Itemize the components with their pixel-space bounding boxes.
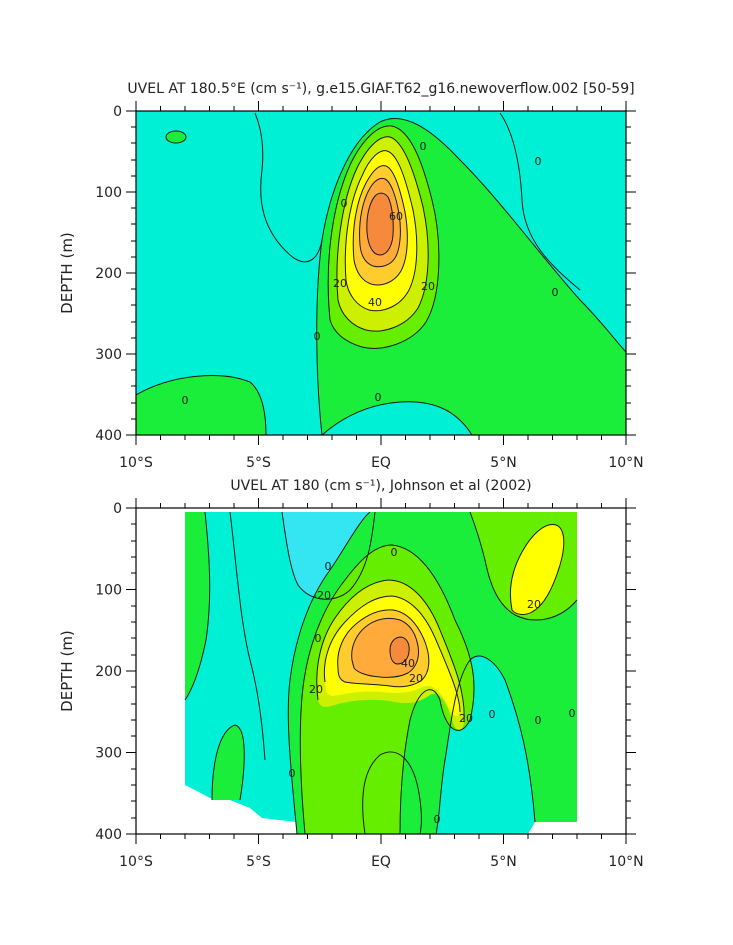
x-tick-label: 10°S	[119, 455, 153, 471]
contour-label: 0	[391, 546, 398, 559]
bottom-contour-labels: -20 0 0 0 0 0 0 0 0 20 20 20 20 40	[289, 546, 576, 826]
contour-label: 20	[409, 672, 423, 685]
contour-label: 40	[368, 296, 382, 309]
top-contour-line	[136, 375, 267, 435]
bottom-contour-line	[509, 524, 565, 615]
y-tick-label: 400	[95, 827, 122, 843]
x-tick-label: 5°S	[246, 455, 271, 471]
bottom-contour-line	[299, 544, 475, 834]
x-tick-label: 5°N	[490, 854, 516, 870]
top-title: UVEL AT 180.5°E (cm s⁻¹), g.e15.GIAF.T62…	[127, 81, 634, 97]
top-contour-line	[327, 125, 440, 349]
contour-label: 0	[289, 767, 296, 780]
top-contour-labels: 0 0 0 0 0 0 0 20 20 40 60	[182, 140, 559, 407]
bottom-contour-line	[316, 579, 465, 723]
bottom-contour-line	[362, 751, 422, 834]
bottom-title: UVEL AT 180 (cm s⁻¹), Johnson et al (200…	[230, 478, 531, 494]
contour-label: 0	[569, 707, 576, 720]
top-x-axis: 10°S 5°S EQ 5°N 10°N	[119, 101, 644, 471]
contour-label: 60	[389, 210, 403, 223]
bottom-contour-line	[469, 511, 578, 621]
bottom-contour-line	[337, 609, 430, 688]
contour-label: 0	[325, 560, 332, 573]
bottom-band-left-green	[185, 512, 210, 700]
top-panel: UVEL AT 180.5°E (cm s⁻¹), g.e15.GIAF.T62…	[58, 81, 644, 471]
contour-label: 0	[535, 714, 542, 727]
top-y-axis-label: DEPTH (m)	[58, 232, 76, 314]
bottom-contour-line	[184, 511, 211, 701]
bottom-band-right-yellow	[510, 524, 564, 615]
top-contour-line	[499, 112, 581, 291]
bottom-contour-line	[287, 511, 371, 834]
top-band-70	[366, 193, 394, 255]
bottom-contour-fill	[184, 511, 578, 834]
contour-label: 0	[315, 632, 322, 645]
bottom-x-axis: 10°S 5°S EQ 5°N 10°N	[119, 498, 644, 870]
y-tick-label: 100	[95, 185, 122, 201]
y-tick-label: 300	[95, 746, 122, 762]
x-tick-label: EQ	[371, 854, 391, 870]
top-contour-line	[359, 177, 401, 268]
contour-label: 20	[459, 712, 473, 725]
y-tick-label: 400	[95, 428, 122, 444]
bottom-panel: UVEL AT 180 (cm s⁻¹), Johnson et al (200…	[58, 478, 644, 870]
y-tick-label: 100	[95, 583, 122, 599]
contour-label: 0	[420, 140, 427, 153]
top-contour-fill	[136, 111, 626, 435]
contour-label: 20	[333, 277, 347, 290]
x-tick-label: 5°S	[246, 854, 271, 870]
contour-label: 0	[552, 286, 559, 299]
x-tick-label: 10°S	[119, 854, 153, 870]
contour-label: 0	[489, 708, 496, 721]
top-contour-line	[321, 401, 473, 435]
x-tick-label: 10°N	[608, 854, 643, 870]
y-tick-label: 0	[113, 104, 122, 120]
contour-label: 0	[314, 330, 321, 343]
y-tick-label: 200	[95, 266, 122, 282]
x-tick-label: 10°N	[608, 455, 643, 471]
contour-label: 0	[535, 155, 542, 168]
y-tick-label: 0	[113, 501, 122, 517]
top-y-axis: 0 100 200 300 400 DEPTH (m)	[58, 104, 636, 444]
y-tick-label: 200	[95, 664, 122, 680]
bottom-contour-line	[389, 636, 410, 665]
x-tick-label: EQ	[371, 455, 391, 471]
bottom-contour-line	[211, 724, 245, 801]
contour-label: 20	[421, 280, 435, 293]
bottom-band-60	[390, 637, 410, 664]
bottom-y-axis-label: DEPTH (m)	[58, 630, 76, 712]
top-band-sw-green	[136, 375, 266, 435]
top-contour-line	[366, 192, 394, 256]
bottom-contour-line	[281, 511, 376, 600]
contour-label: 0	[341, 197, 348, 210]
bottom-contour-line	[323, 595, 461, 713]
top-contour-line	[352, 165, 408, 286]
bottom-contour-line	[351, 617, 419, 678]
contour-label: 0	[375, 391, 382, 404]
contour-label: 40	[401, 657, 415, 670]
top-contour-line	[165, 130, 187, 144]
contour-label: -20	[313, 589, 331, 602]
contour-label: 20	[309, 683, 323, 696]
contour-label: 20	[527, 598, 541, 611]
top-contour-line	[336, 136, 429, 332]
top-band-small-blob	[166, 131, 186, 143]
top-contour-line	[254, 112, 323, 263]
top-contour-line	[316, 117, 626, 435]
top-contour-line	[344, 150, 418, 312]
contour-label: 0	[434, 813, 441, 826]
y-tick-label: 300	[95, 347, 122, 363]
contour-label: 0	[182, 394, 189, 407]
bottom-contour-line	[229, 511, 266, 761]
x-tick-label: 5°N	[490, 455, 516, 471]
bottom-y-axis: 0 100 200 300 400 DEPTH (m)	[58, 501, 636, 843]
